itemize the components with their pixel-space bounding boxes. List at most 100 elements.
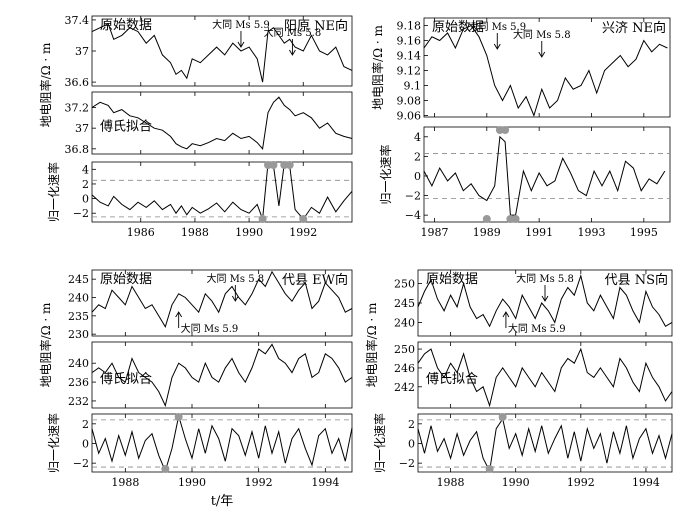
annotation-label: 大同 Ms 5.9 [181, 322, 239, 335]
y-tick-label: 4 [414, 131, 421, 144]
panel-fit: 36.8 37 37.2 傅氏拟合 [65, 91, 353, 156]
panel-raw: 36.6 37 37.4 原始数据 [65, 14, 353, 89]
x-tick-label: 1990 [178, 476, 206, 489]
panel-frame [91, 91, 353, 155]
anomaly-marker [299, 215, 308, 223]
y-axis-label: 地电阻率/Ω · m [370, 24, 385, 109]
annotation: 大同 Ms 5.9 [175, 311, 239, 335]
y-tick-label: 245 [394, 297, 415, 310]
y-tick-label: 246 [394, 362, 415, 375]
annotation-label: 大同 Ms 5.9 [508, 322, 566, 335]
panel-rate: −2 0 2 归一化速率 [372, 413, 673, 473]
x-axis-title: t/年 [211, 494, 234, 509]
y-tick-label: 240 [68, 292, 89, 305]
panel-label-raw: 原始数据 [100, 272, 152, 287]
series-line-raw [91, 270, 353, 329]
panel-frame [91, 269, 353, 337]
series-line-fit [417, 347, 673, 408]
x-tick-label: 1992 [567, 476, 595, 489]
panel-label-fit: 傅氏拟合 [100, 372, 152, 387]
chart-daixian_ew: 230 235 240 245 原始数据 232 236 240 傅氏拟合 −2 0 2 归一化速率 19… [38, 269, 353, 489]
series-line-fit [91, 96, 353, 150]
annotation-label: 大同 Ms 5.8 [264, 26, 322, 39]
y-tick-label: 245 [68, 273, 89, 286]
series-line-raw [417, 273, 673, 328]
x-tick-label: 1994 [632, 476, 660, 489]
annotation: 大同 Ms 5.9 [212, 18, 270, 48]
panel-raw: 9.06 9.08 9.1 9.12 9.14 9.16 9.18 原始数据 [397, 17, 671, 123]
y-tick-label: −2 [405, 190, 421, 203]
y-axis-label: 地电阻率/Ω · m [38, 42, 53, 127]
y-tick-label: 0 [82, 193, 89, 206]
panel-rate: −20 2 4 归一化速率 [46, 161, 353, 223]
y-tick-label: 0 [414, 170, 421, 183]
y-tick-label: 9.08 [397, 95, 422, 108]
x-tick-label: 1990 [502, 476, 530, 489]
x-tick-label: 1992 [245, 476, 273, 489]
series-line-fit [91, 343, 353, 408]
annotation: 大同 Ms 5.9 [502, 311, 566, 335]
x-tick-label: 1994 [311, 476, 339, 489]
y-axis-label: 地电阻率/Ω · m [364, 302, 379, 387]
y-tick-label: 36.8 [65, 143, 90, 156]
x-tick-label: 1988 [181, 226, 209, 239]
y-tick-label: −2 [399, 457, 415, 470]
x-tick-label: 1988 [111, 476, 139, 489]
y-tick-label: 0 [408, 437, 415, 450]
panel-frame [423, 17, 671, 118]
y-tick-label: 37 [75, 45, 89, 58]
y-tick-label: −2 [73, 207, 89, 220]
panel-frame [91, 413, 353, 473]
series-line-raw [423, 24, 668, 117]
y-axis-label: 地电阻率/Ω · m [38, 302, 53, 387]
anomaly-marker [501, 126, 510, 134]
y-tick-label: 236 [68, 376, 89, 389]
panel-fit: 232 236 240 傅氏拟合 [68, 341, 353, 409]
panel-raw: 240 245 250 原始数据 [394, 269, 673, 337]
anomaly-marker [161, 465, 170, 473]
anomaly-marker [269, 161, 278, 169]
annotation-arrowhead [541, 295, 549, 302]
chart-xingji: 9.06 9.08 9.1 9.12 9.14 9.16 9.18 原始数据 −4 −2 0 2 4 归一… [370, 17, 671, 239]
anomaly-marker [482, 215, 491, 223]
annotation: 大同 Ms 5.8 [207, 272, 264, 302]
annotation: 大同 Ms 5.8 [516, 272, 574, 302]
rate-axis-label: 归一化速率 [46, 413, 61, 473]
chart-daixian_ns: 240 245 250 原始数据 242 246 250 傅氏拟合 −2 0 2 归一化速率 1988 1… [364, 269, 673, 489]
annotation-arrowhead [231, 295, 239, 302]
series-line-raw [91, 23, 353, 83]
y-tick-label: 2 [82, 178, 89, 191]
y-tick-label: 9.1 [404, 80, 422, 93]
annotation-arrowhead [289, 49, 296, 56]
y-tick-label: 232 [68, 395, 89, 408]
panel-label-fit: 傅氏拟合 [100, 119, 152, 134]
y-tick-label: 2 [414, 150, 421, 163]
annotation-label: 大同 Ms 5.8 [516, 272, 574, 285]
series-line-rate [91, 162, 353, 220]
y-tick-label: 250 [394, 343, 415, 356]
x-tick-label: 1987 [420, 226, 448, 239]
panel-label-fit: 傅氏拟合 [426, 372, 478, 387]
x-tick-label: 1990 [235, 226, 263, 239]
y-tick-label: 242 [394, 381, 415, 394]
anomaly-marker [485, 465, 494, 473]
y-tick-label: 230 [68, 328, 89, 341]
y-tick-label: 235 [68, 310, 89, 323]
anomaly-marker [258, 215, 267, 223]
y-tick-label: 9.16 [397, 35, 422, 48]
y-tick-label: 2 [408, 418, 415, 431]
rate-axis-label: 归一化速率 [378, 144, 393, 204]
annotation-label: 大同 Ms 5.9 [212, 18, 270, 31]
y-tick-label: 4 [82, 163, 89, 176]
panel-frame [91, 341, 353, 409]
anomaly-marker [498, 413, 507, 421]
x-tick-label: 1993 [577, 226, 605, 239]
panel-label-raw: 原始数据 [426, 272, 478, 287]
panel-rate: −2 0 2 归一化速率 [46, 413, 353, 473]
x-tick-label: 1986 [127, 226, 155, 239]
annotation-arrowhead [493, 43, 501, 50]
annotation-arrowhead [237, 41, 245, 48]
x-tick-label: 1989 [473, 226, 501, 239]
panel-frame [417, 341, 673, 409]
